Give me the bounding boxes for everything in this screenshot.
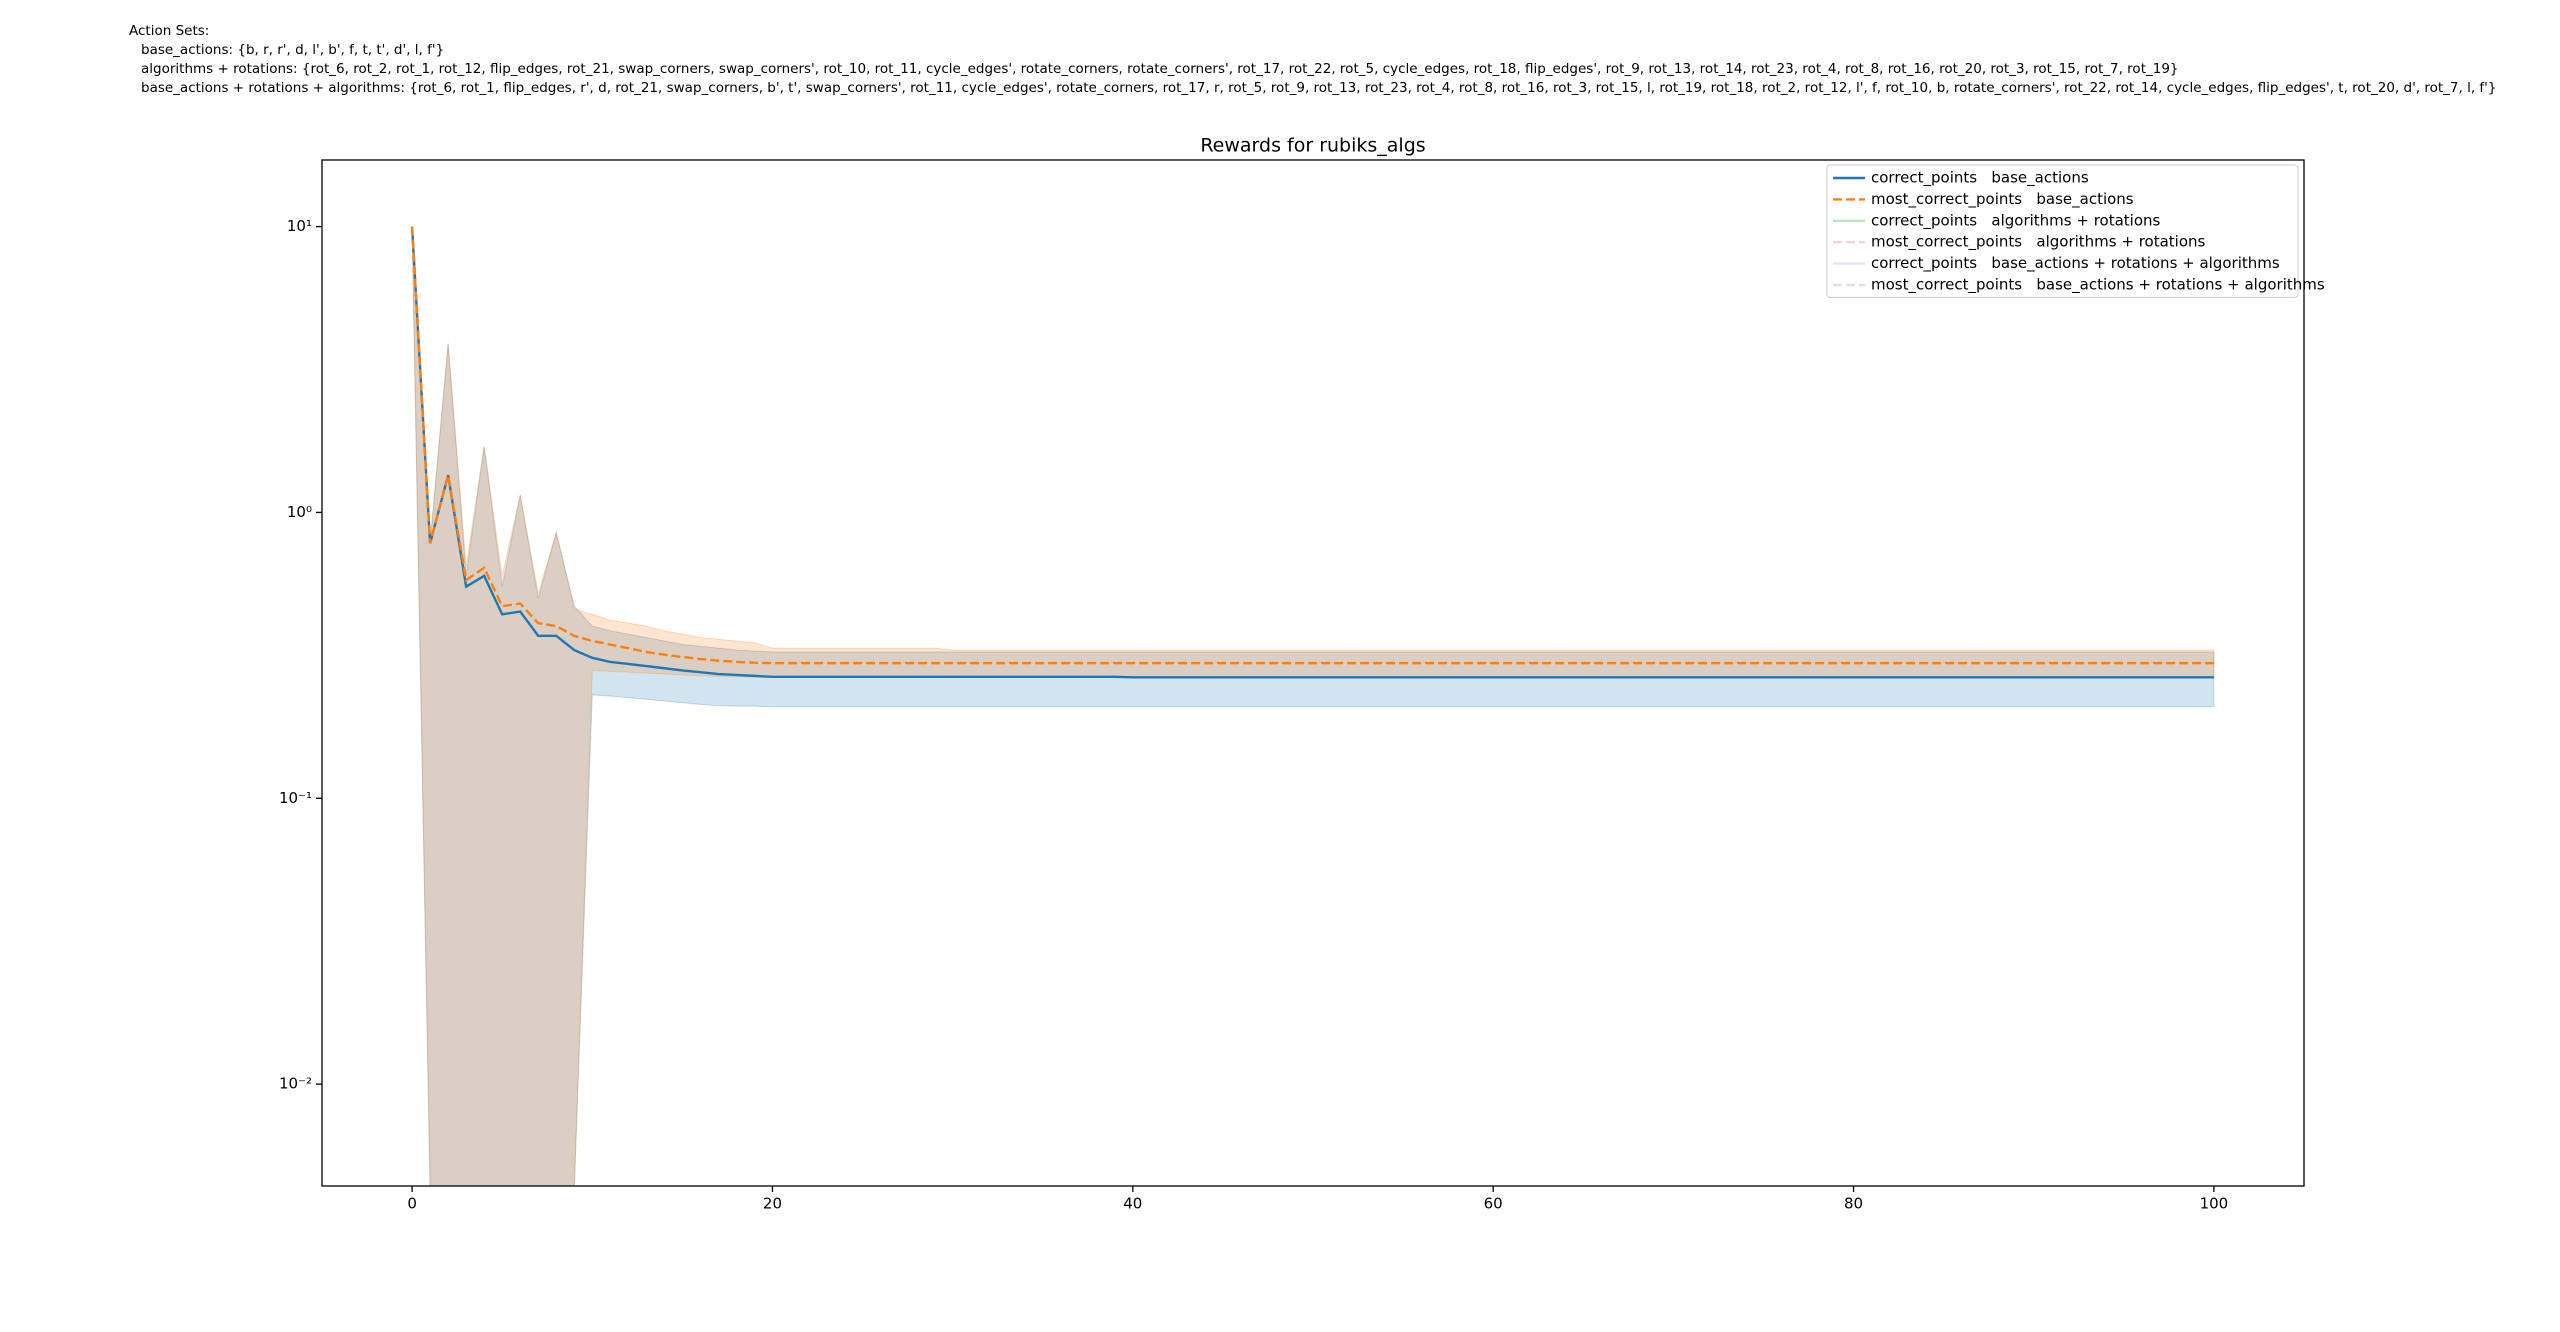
header-line: algorithms + rotations: {rot_6, rot_2, r… [141,61,2179,77]
legend-box [1826,164,2299,298]
confidence-band [411,226,2215,1186]
x-tick-label: 100 [2200,1195,2229,1213]
header-line: base_actions: {b, r, r', d, l', b', f, t… [141,42,444,58]
header-title: Action Sets: [129,23,209,39]
y-tick-label: 10⁻² [279,1075,312,1093]
x-tick-label: 0 [407,1195,417,1213]
axes-frame [321,159,2305,1187]
legend-label: correct_points base_actions + rotations … [1871,254,2280,273]
confidence-band [411,226,2215,1186]
x-tick-label: 60 [1484,1195,1503,1213]
chart-title: Rewards for rubiks_algs [1200,135,1425,157]
y-tick-label: 10⁰ [287,503,312,521]
x-tick-label: 40 [1123,1195,1142,1213]
axes: 0 20 40 60 80 100 10¹ 10⁰ 10⁻¹ 10⁻² correct_points… [279,159,2325,1213]
series-line [410,226,2214,665]
legend-label: most_correct_points base_actions [1871,190,2134,209]
y-tick-label: 10⁻¹ [279,789,312,807]
series-line [410,226,2214,679]
legend-label: most_correct_points algorithms + rotatio… [1871,233,2206,252]
x-tick-label: 20 [763,1195,782,1213]
header-line: base_actions + rotations + algorithms: {… [141,80,2496,96]
legend-label: most_correct_points base_actions + rotat… [1871,276,2325,295]
legend-label: correct_points algorithms + rotations [1871,211,2161,230]
legend-label: correct_points base_actions [1871,169,2089,188]
x-tick-label: 80 [1844,1195,1863,1213]
plot-area [410,226,2215,1186]
y-tick-label: 10¹ [287,217,312,235]
